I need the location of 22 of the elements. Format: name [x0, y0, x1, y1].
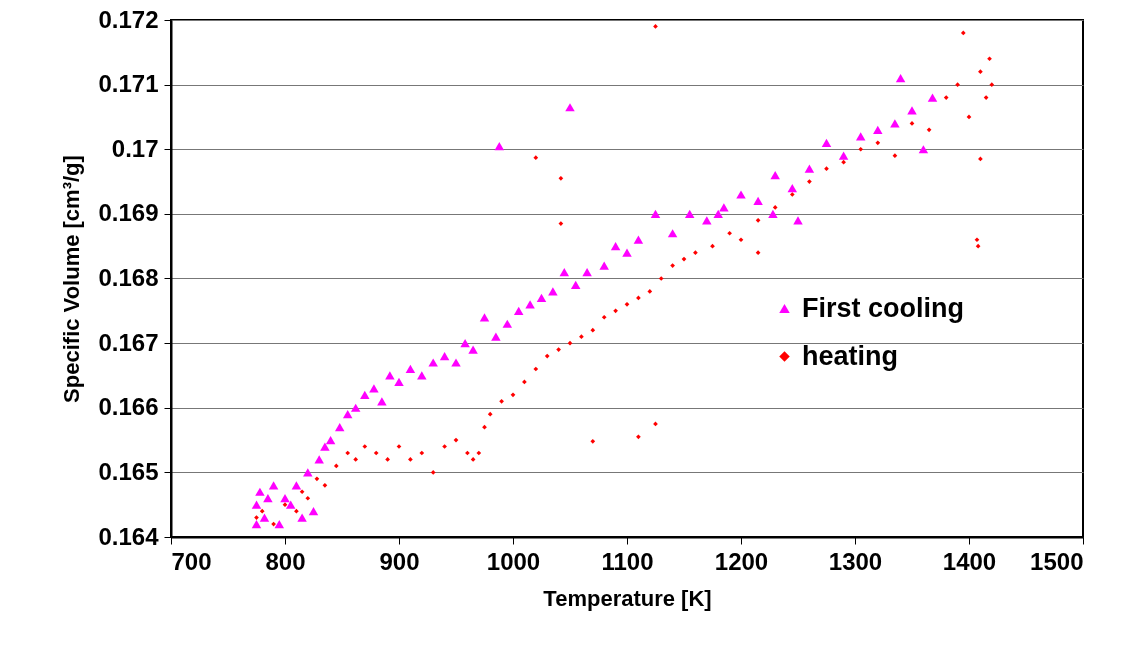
y-tick-label: 0.166 — [98, 393, 159, 421]
x-tick-label: 1500 — [1030, 547, 1084, 575]
y-tick-label: 0.172 — [98, 5, 159, 33]
legend-label: First cooling — [802, 292, 964, 323]
y-axis-title: Specific Volume [cm³/g] — [59, 155, 85, 403]
x-tick-label: 1200 — [714, 547, 769, 575]
x-tick-label: 700 — [171, 547, 212, 575]
x-tick-label: 900 — [379, 547, 420, 575]
y-tick-label: 0.164 — [98, 522, 160, 550]
legend-label: heating — [802, 340, 899, 371]
x-tick-label: 1100 — [601, 547, 654, 575]
y-tick-label: 0.169 — [98, 199, 159, 227]
x-tick-label: 1300 — [828, 547, 883, 575]
x-tick-label: 1400 — [942, 547, 997, 575]
x-tick-label: 800 — [265, 547, 306, 575]
y-tick-label: 0.17 — [111, 134, 159, 162]
y-tick-label: 0.165 — [98, 457, 159, 485]
x-axis-title: Temperature [K] — [543, 585, 712, 611]
y-tick-label: 0.167 — [98, 328, 159, 356]
y-tick-label: 0.168 — [98, 264, 159, 291]
y-tick-label: 0.171 — [98, 70, 159, 98]
x-tick-label: 1000 — [486, 547, 541, 575]
